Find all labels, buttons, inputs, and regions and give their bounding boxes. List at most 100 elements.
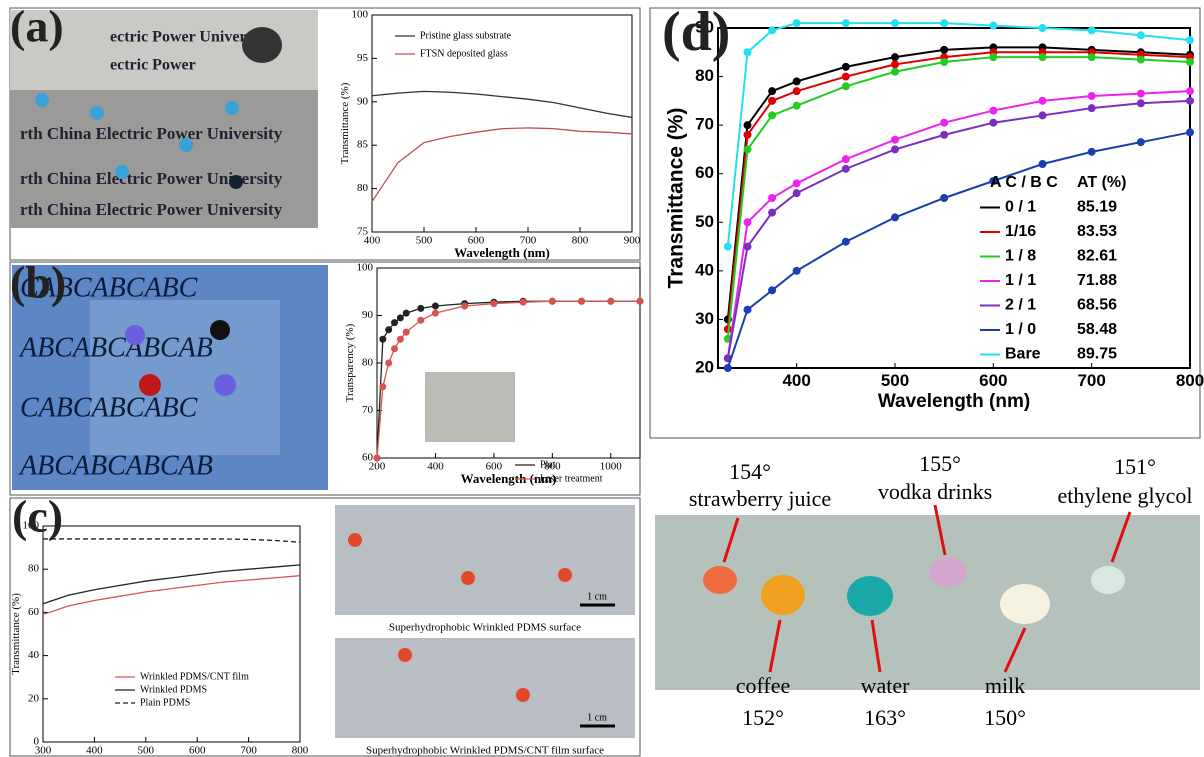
contact-angle: 154° — [729, 459, 771, 484]
point — [743, 121, 752, 130]
contact-angle: 150° — [984, 705, 1026, 730]
y-tick-label: 50 — [695, 212, 714, 231]
point — [431, 309, 439, 317]
point — [841, 237, 850, 246]
photo-text: rth China Electric Power University — [20, 124, 283, 143]
droplet — [348, 533, 362, 547]
panel-frame — [649, 7, 1201, 439]
point — [743, 218, 752, 227]
droplet — [214, 374, 236, 396]
point — [723, 242, 732, 251]
plot-frame — [717, 27, 1191, 369]
y-tick-label: 40 — [28, 649, 40, 661]
legend-value: 71.88 — [1077, 272, 1117, 289]
series-line — [726, 99, 1191, 359]
point — [792, 189, 801, 198]
point — [841, 155, 850, 164]
point — [768, 96, 777, 105]
y-tick-label: 60 — [362, 452, 374, 464]
point — [1186, 128, 1194, 137]
point — [743, 48, 752, 57]
x-axis-title: Wavelength (nm) — [454, 245, 550, 260]
point — [841, 62, 850, 71]
point — [891, 213, 899, 222]
point — [940, 45, 949, 54]
point — [1038, 111, 1047, 120]
photo-inset — [425, 372, 515, 442]
droplet — [1000, 584, 1050, 624]
y-tick-label: 20 — [695, 357, 714, 376]
x-tick-label: 800 — [1176, 371, 1204, 390]
y-tick-label: 80 — [357, 182, 369, 194]
y-tick-label: 100 — [23, 520, 40, 532]
x-tick-label: 800 — [572, 234, 589, 246]
x-tick-label: 800 — [544, 460, 561, 472]
photo — [335, 505, 635, 615]
y-tick-label: 0 — [34, 736, 40, 748]
x-axis-title: Wavelength (nm) — [878, 391, 1030, 412]
point — [636, 297, 644, 305]
x-tick-label: 500 — [138, 744, 155, 756]
legend-value: 85.19 — [1077, 199, 1117, 216]
droplet — [125, 325, 145, 345]
liquid-label: ethylene glycol — [1057, 483, 1192, 508]
droplet — [139, 374, 161, 396]
y-tick-label: 30 — [695, 309, 714, 328]
photo-text: ectric Power University — [110, 29, 271, 46]
point — [841, 19, 850, 28]
x-tick-label: 400 — [364, 234, 381, 246]
droplet — [229, 175, 243, 189]
arrows — [722, 504, 1132, 673]
droplet — [761, 575, 805, 615]
x-tick-label: 700 — [1077, 371, 1105, 390]
x-tick-label: 200 — [369, 460, 386, 472]
point — [891, 67, 899, 76]
point — [841, 164, 850, 173]
point — [373, 454, 381, 462]
droplet — [242, 27, 282, 63]
point — [841, 82, 850, 91]
y-tick-label: 70 — [695, 115, 714, 134]
y-tick-label: 75 — [357, 226, 369, 238]
legend-label: 2 / 1 — [1005, 297, 1036, 314]
point — [940, 118, 949, 127]
x-tick-label: 400 — [86, 744, 103, 756]
x-tick-label: 900 — [624, 234, 641, 246]
point — [792, 101, 801, 110]
y-axis-title: Transparency (%) — [344, 323, 356, 402]
photo-text: ABCABCABCAB — [18, 450, 213, 481]
x-tick-label: 400 — [427, 460, 444, 472]
x-tick-label: 300 — [35, 744, 52, 756]
legend-label: FTSN deposited glass — [420, 48, 508, 59]
liquid-label: vodka drinks — [878, 479, 992, 504]
point — [396, 335, 404, 343]
point — [1186, 58, 1194, 66]
point — [1136, 99, 1145, 108]
y-tick-label: 70 — [362, 404, 374, 416]
y-tick-label: 90 — [357, 95, 369, 107]
legend-label: 1 / 8 — [1005, 248, 1036, 265]
point — [379, 335, 387, 343]
point — [519, 298, 527, 306]
liquid-label: strawberry juice — [689, 486, 831, 511]
point — [1136, 31, 1145, 40]
point — [891, 145, 899, 154]
x-axis-title: Wavelength (nm) — [461, 471, 557, 486]
panel-label: (d) — [662, 1, 730, 63]
y-tick-label: 80 — [695, 66, 714, 85]
point — [768, 286, 777, 295]
point — [723, 364, 732, 372]
point — [402, 309, 410, 317]
droplet — [35, 93, 49, 107]
droplet — [210, 320, 230, 340]
photo — [335, 638, 635, 738]
legend-label: 1/16 — [1005, 223, 1036, 240]
series-line — [43, 538, 301, 543]
point — [989, 21, 998, 30]
contact-angle: 155° — [919, 451, 961, 476]
x-tick-label: 600 — [189, 744, 206, 756]
series-line — [42, 564, 301, 605]
point — [607, 297, 615, 305]
point — [1136, 138, 1145, 147]
